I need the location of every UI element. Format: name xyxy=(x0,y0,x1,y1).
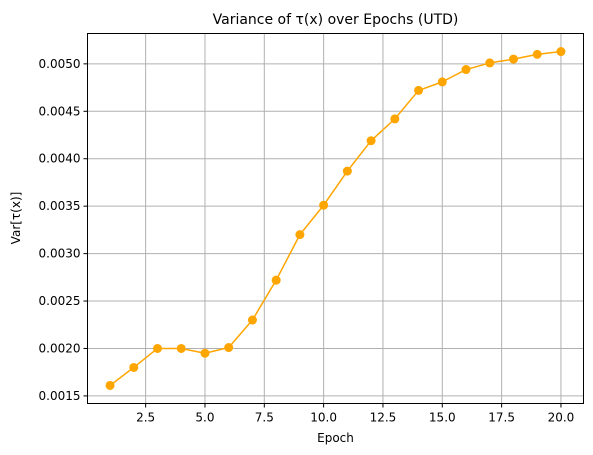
data-point xyxy=(319,200,329,210)
data-point xyxy=(176,343,186,353)
data-point xyxy=(295,230,305,240)
data-point xyxy=(366,136,376,146)
x-tick-label: 17.5 xyxy=(488,411,515,425)
data-point xyxy=(461,65,471,75)
chart-title: Variance of τ(x) over Epochs (UTD) xyxy=(213,12,459,28)
data-point xyxy=(200,348,210,358)
x-tick-label: 15.0 xyxy=(429,411,456,425)
y-axis-label: Var[τ(x)] xyxy=(9,192,23,245)
plot-frame xyxy=(87,33,584,404)
x-axis: 2.5 5.0 7.5 10.0 12.5 15.0 17.5 20.0 xyxy=(136,403,575,425)
data-point xyxy=(414,85,424,95)
y-tick-label: 0.0020 xyxy=(39,341,81,355)
y-tick-label: 0.0050 xyxy=(39,57,81,71)
x-tick-label: 5.0 xyxy=(195,411,214,425)
grid xyxy=(87,33,584,404)
data-point xyxy=(508,54,518,64)
y-tick-label: 0.0035 xyxy=(39,199,81,213)
data-point xyxy=(271,275,281,285)
x-axis-label: Epoch xyxy=(317,431,354,445)
data-point xyxy=(437,77,447,87)
x-tick-label: 2.5 xyxy=(136,411,155,425)
y-tick-label: 0.0045 xyxy=(39,104,81,118)
data-point xyxy=(105,380,115,390)
x-tick-label: 10.0 xyxy=(310,411,337,425)
series-layer xyxy=(105,47,566,390)
data-point xyxy=(247,315,257,325)
y-tick-label: 0.0015 xyxy=(39,389,81,403)
data-point xyxy=(342,166,352,176)
x-tick-label: 12.5 xyxy=(370,411,397,425)
data-point xyxy=(129,362,139,372)
data-point xyxy=(556,47,566,57)
data-point xyxy=(485,58,495,68)
series-line xyxy=(109,50,562,387)
y-tick-label: 0.0030 xyxy=(39,247,81,261)
data-point xyxy=(532,49,542,59)
x-tick-label: 7.5 xyxy=(255,411,274,425)
data-point xyxy=(153,343,163,353)
data-point xyxy=(224,343,234,353)
y-tick-label: 0.0025 xyxy=(39,294,81,308)
y-tick-label: 0.0040 xyxy=(39,152,81,166)
y-axis: 0.0015 0.0020 0.0025 0.0030 0.0035 0.0040 0.00… xyxy=(39,57,88,403)
data-point xyxy=(390,114,400,124)
x-tick-label: 20.0 xyxy=(548,411,575,425)
